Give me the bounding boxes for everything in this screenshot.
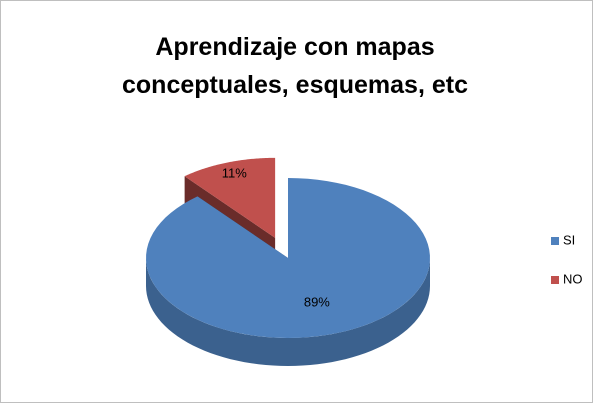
legend-swatch bbox=[551, 237, 559, 245]
pie-slice bbox=[146, 178, 430, 366]
slice-top bbox=[146, 178, 430, 338]
data-label: 89% bbox=[304, 295, 330, 310]
slice-wall bbox=[146, 258, 430, 366]
legend-label: NO bbox=[563, 271, 583, 286]
slice-top bbox=[184, 157, 276, 238]
legend-label: SI bbox=[563, 232, 575, 247]
legend-swatch bbox=[551, 276, 559, 284]
chart-title: Aprendizaje con mapas conceptuales, esqu… bbox=[122, 33, 468, 99]
data-label: 11% bbox=[222, 165, 247, 180]
